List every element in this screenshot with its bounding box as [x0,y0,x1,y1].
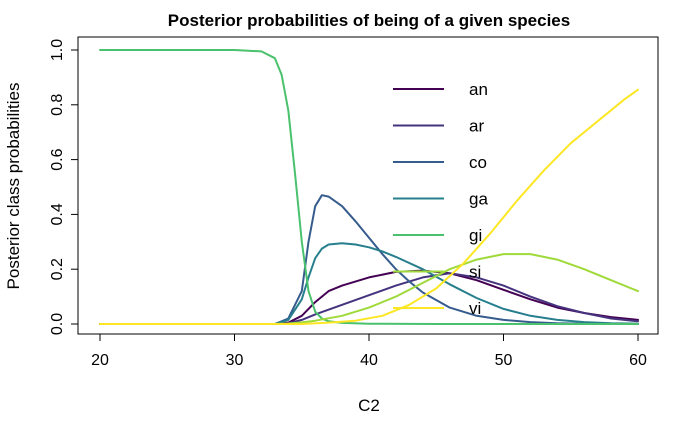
x-tick-label: 60 [629,352,647,369]
legend-label-an: an [469,80,488,99]
y-tick-label: 0.0 [49,313,66,335]
y-tick-label: 0.4 [49,203,66,225]
y-tick-label: 0.6 [49,148,66,170]
y-tick-label: 0.2 [49,258,66,280]
legend-label-vi: vi [469,299,481,318]
x-tick-label: 20 [91,352,109,369]
series-line-ar [99,272,639,325]
series-line-gi [99,49,639,325]
x-axis: 20 30 40 50 60 [91,333,647,369]
series-line-an [99,269,639,325]
y-tick-label: 1.0 [49,39,66,61]
x-tick-label: 30 [226,352,244,369]
series-line-co [99,194,639,325]
legend-label-gi: gi [469,226,482,245]
y-axis: 0.0 0.2 0.4 0.6 0.8 1.0 [49,39,79,335]
series-line-vi [99,88,639,325]
series-line-ga [99,242,639,325]
series-layer [99,49,639,325]
legend: an ar co ga gi si vi [393,80,488,318]
x-tick-label: 50 [495,352,513,369]
y-tick-label: 0.8 [49,94,66,116]
legend-label-co: co [469,153,487,172]
series-line-si [99,253,639,325]
legend-label-ar: ar [469,117,484,136]
plot-frame [77,36,659,335]
legend-label-si: si [469,263,481,282]
chart-title: Posterior probabilities of being of a gi… [168,11,570,30]
legend-label-ga: ga [469,190,488,209]
y-axis-label: Posterior class probabilities [4,83,23,290]
x-tick-label: 40 [360,352,378,369]
x-axis-label: C2 [358,396,380,415]
